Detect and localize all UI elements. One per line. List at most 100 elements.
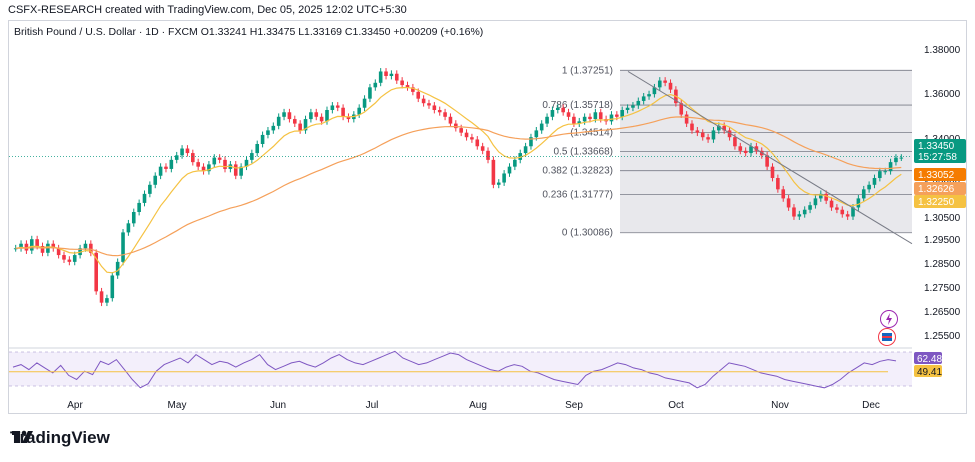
chart-header: CSFX-RESEARCH created with TradingView.c…	[8, 4, 407, 16]
candle-body	[829, 200, 834, 208]
rsi-tag-bg	[914, 352, 942, 364]
candle-body	[851, 207, 855, 217]
candle-body	[67, 259, 72, 262]
candle-body	[153, 175, 158, 185]
candle-body	[819, 193, 823, 199]
candle-body	[384, 71, 388, 76]
candle-body	[94, 252, 98, 292]
candle-body	[749, 146, 753, 154]
candle-body	[620, 110, 625, 117]
candle-body	[668, 82, 673, 90]
price-tag-value: 1.33052	[918, 170, 955, 181]
price-tag-value: 1.33450	[918, 141, 955, 152]
rsi-tag-value: 49.41	[917, 367, 942, 378]
x-tick-label: Jun	[270, 400, 286, 411]
candle-body	[51, 243, 56, 249]
candle-body	[121, 232, 125, 262]
candle-body	[717, 125, 721, 131]
lightning-icon[interactable]	[880, 310, 898, 328]
candle-body	[346, 116, 351, 120]
candle-body	[684, 114, 689, 124]
candle-body	[588, 116, 592, 120]
candle-body	[781, 189, 786, 199]
candle-body	[695, 130, 700, 133]
candle-body	[550, 110, 555, 117]
candle-body	[330, 105, 335, 110]
candle-body	[523, 146, 528, 154]
candle-body	[647, 94, 651, 97]
candle-body	[368, 87, 372, 99]
candle-body	[158, 166, 163, 176]
y-tick-label: 1.29500	[924, 235, 961, 246]
candle-body	[754, 146, 759, 151]
candle-body	[233, 164, 238, 176]
candle-body	[443, 112, 447, 117]
candle-body	[341, 107, 345, 117]
candle-body	[13, 248, 18, 250]
candle-body	[19, 243, 23, 249]
candle-body	[657, 80, 662, 88]
candle-body	[72, 255, 77, 262]
candle-body	[239, 166, 243, 176]
flag-icon[interactable]	[878, 328, 896, 346]
y-tick-label: 1.38000	[924, 45, 961, 56]
candle-body	[598, 112, 603, 120]
x-tick-label: Apr	[67, 400, 83, 411]
x-tick-label: Oct	[668, 400, 684, 411]
candle-body	[148, 184, 152, 194]
symbol-legend: British Pound / U.S. Dollar · 1D · FXCM …	[14, 26, 484, 38]
fib-label-3: 0.5 (1.33668)	[554, 147, 614, 158]
candle-body	[609, 114, 614, 122]
fib-label-1: 0.786 (1.35718)	[542, 100, 613, 111]
candle-body	[99, 291, 104, 303]
candle-body	[883, 171, 888, 173]
candle-body	[765, 155, 769, 167]
candle-body	[770, 166, 775, 178]
candles	[13, 68, 904, 307]
candle-body	[835, 207, 839, 210]
candle-body	[727, 130, 732, 138]
candle-body	[185, 148, 190, 154]
candle-body	[255, 144, 260, 154]
candle-body	[110, 275, 115, 299]
candle-body	[840, 209, 845, 215]
candle-body	[738, 146, 743, 151]
price-tag-bg	[914, 195, 966, 208]
candle-body	[663, 80, 667, 83]
x-tick-label: Dec	[862, 400, 880, 411]
price-tag-bg	[914, 182, 966, 195]
x-tick-label: Sep	[565, 400, 583, 411]
candle-body	[223, 159, 227, 169]
candle-body	[459, 128, 463, 133]
candle-body	[899, 157, 904, 159]
rsi-line	[12, 350, 897, 389]
candle-body	[464, 132, 469, 138]
candle-body	[40, 246, 45, 253]
candle-body	[126, 223, 131, 233]
candle-body	[266, 130, 270, 135]
candle-body	[486, 150, 490, 160]
candle-body	[491, 159, 496, 185]
candle-body	[287, 112, 292, 120]
candle-body	[502, 173, 506, 183]
rsi-tag-bg	[914, 365, 942, 377]
rsi-tag-value: 62.48	[917, 354, 942, 365]
tradingview-logo-icon	[12, 430, 33, 443]
candle-body	[507, 166, 512, 174]
candle-body	[212, 157, 217, 165]
candle-body	[872, 178, 877, 185]
candle-body	[539, 123, 544, 131]
candle-body	[169, 159, 174, 169]
candle-body	[776, 178, 780, 190]
candle-body	[389, 73, 394, 76]
tradingview-brand[interactable]: TradingView	[10, 428, 110, 448]
candle-body	[566, 112, 571, 117]
candle-body	[244, 159, 249, 167]
candle-body	[861, 189, 866, 199]
candle-body	[706, 137, 710, 140]
candle-body	[555, 107, 560, 110]
y-tick-label: 1.36000	[924, 89, 961, 100]
y-tick-label: 1.27500	[924, 283, 961, 294]
candle-body	[856, 198, 861, 208]
